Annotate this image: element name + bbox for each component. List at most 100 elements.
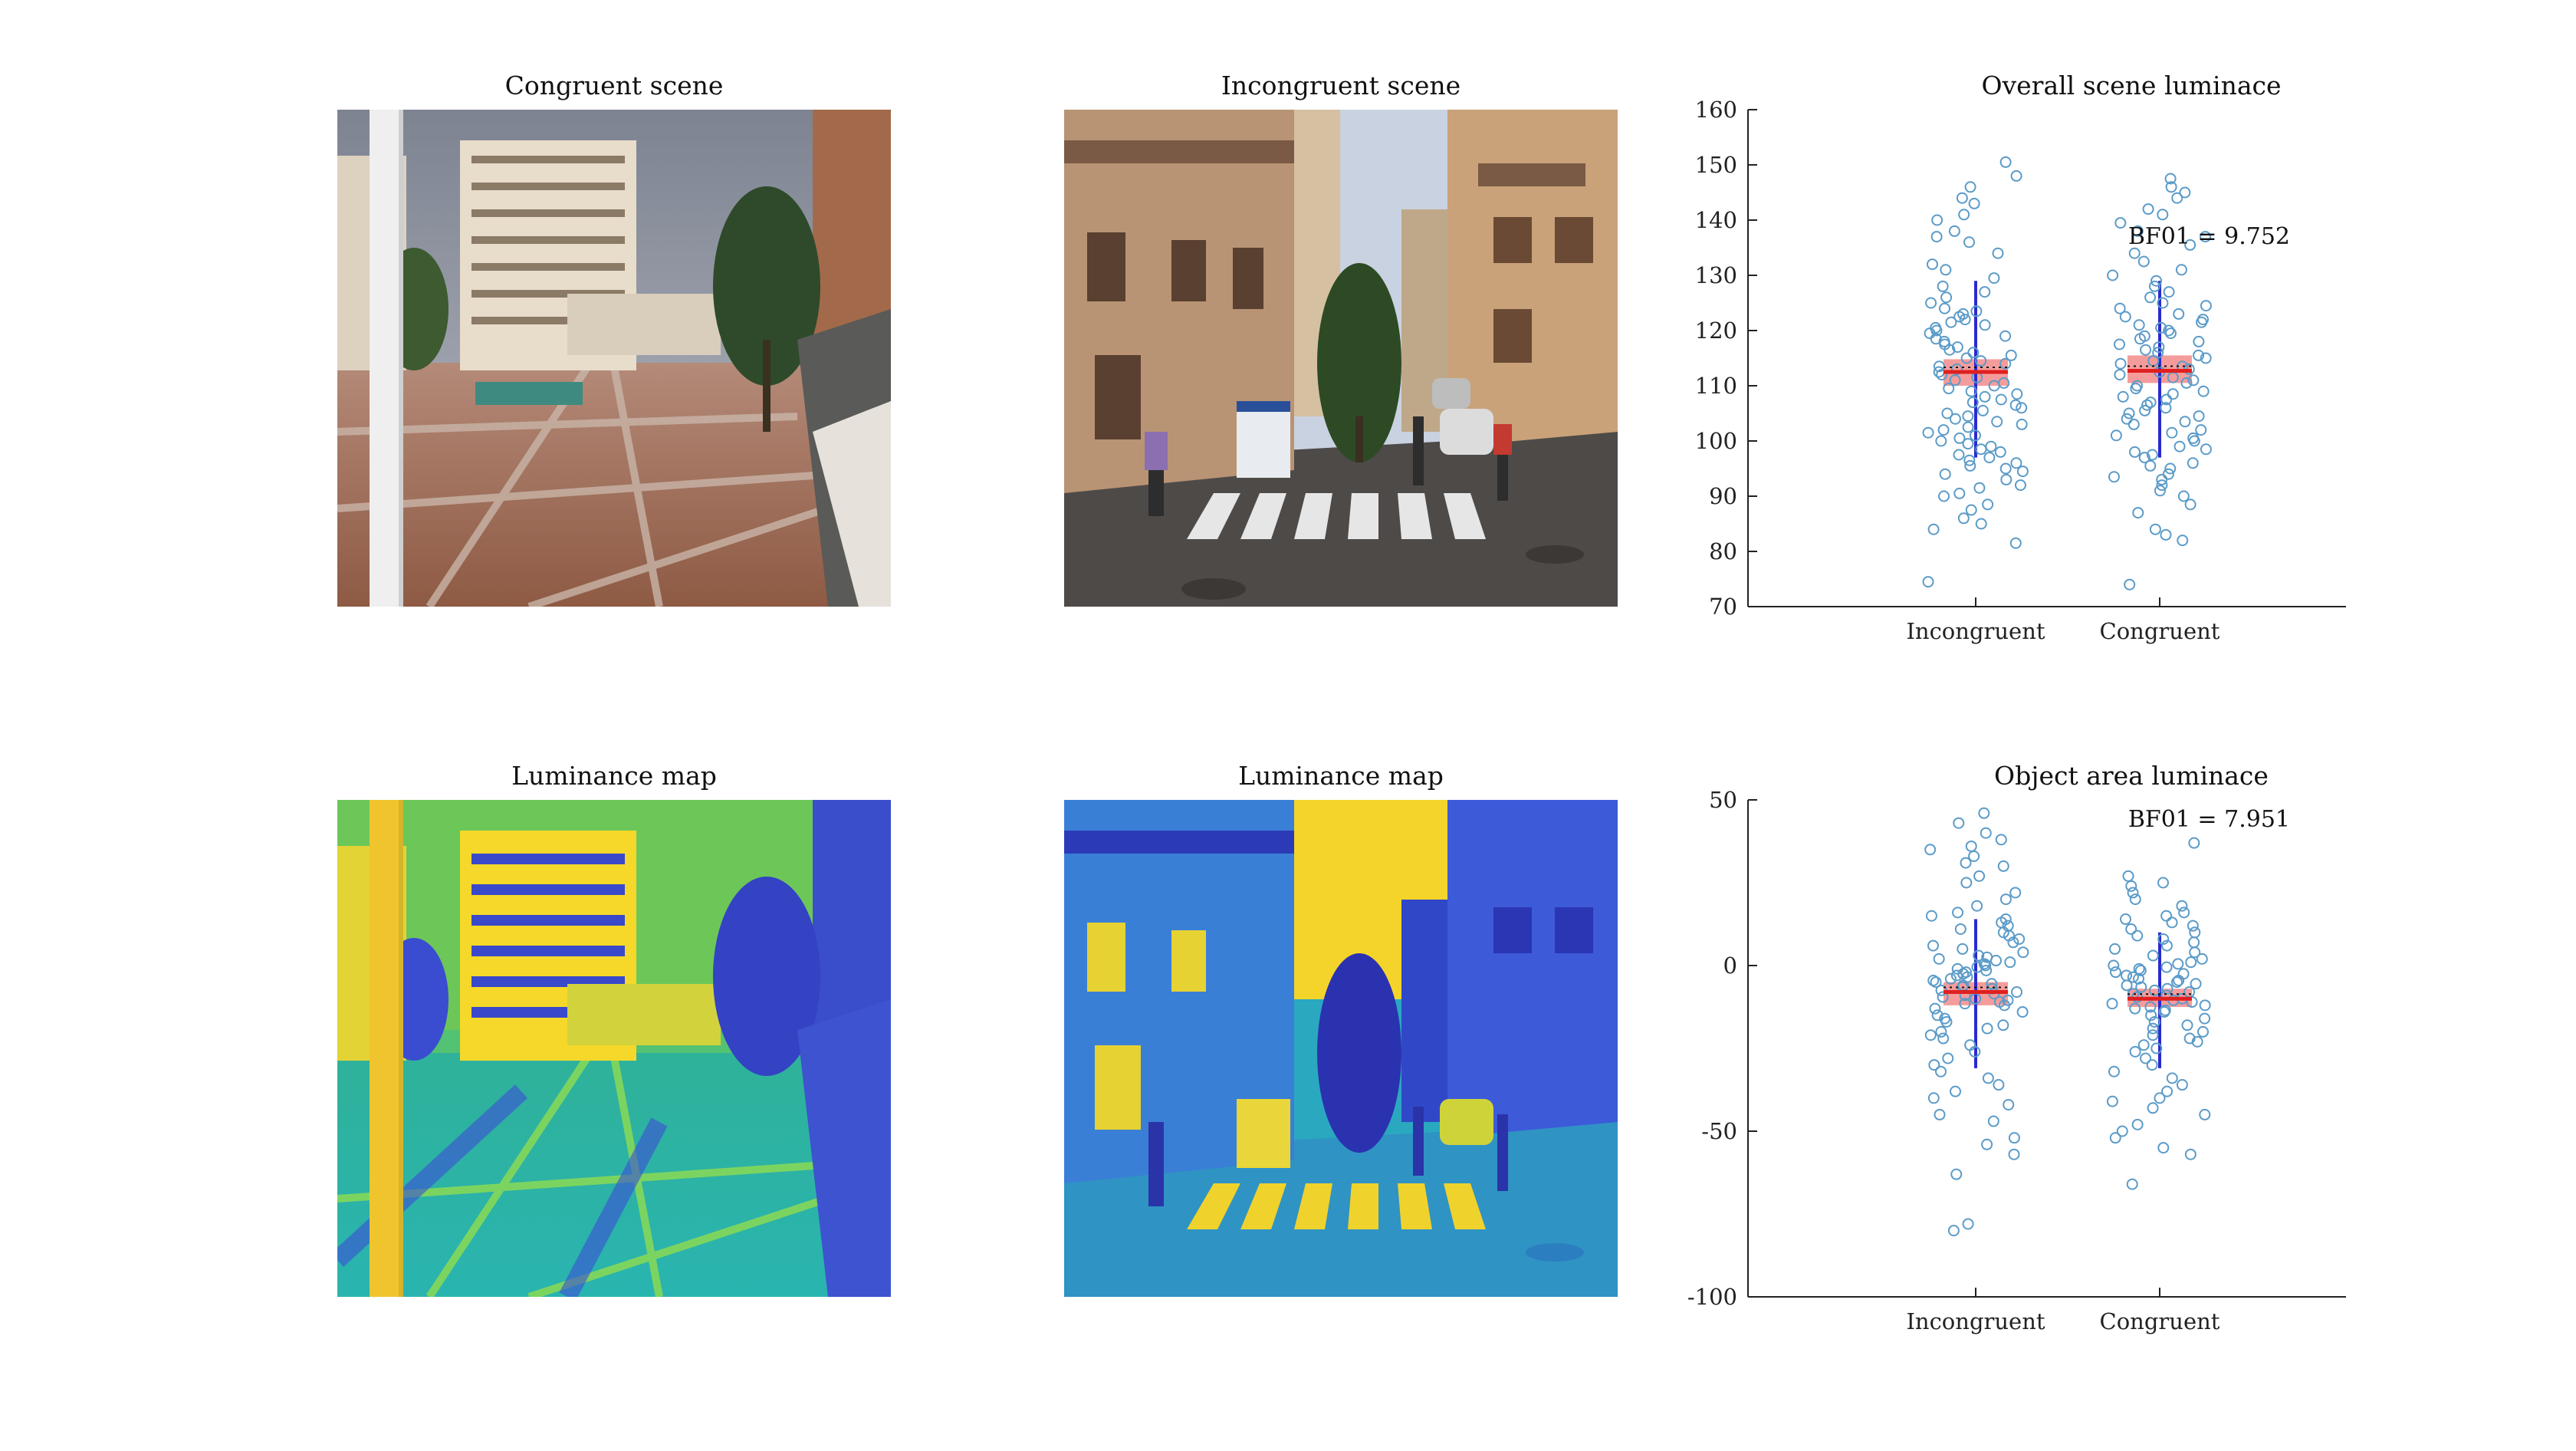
data-point	[1930, 976, 1942, 989]
data-point	[2113, 338, 2125, 350]
data-point	[2009, 537, 2022, 549]
data-point	[2144, 291, 2157, 304]
data-point	[2114, 369, 2126, 381]
data-point	[2160, 939, 2173, 952]
data-point	[1999, 913, 2012, 926]
data-point	[1965, 504, 1977, 516]
data-point	[1962, 410, 1974, 423]
data-point	[2126, 1178, 2138, 1190]
data-point	[1953, 449, 1965, 461]
chart-1: 70 80 90 100 110 120 130 140 150 160 Incongruent Co…	[1695, 97, 2346, 644]
data-point	[2008, 1132, 2020, 1144]
data-point	[1949, 413, 1961, 425]
data-point	[2009, 887, 2022, 899]
data-point	[2166, 426, 2178, 439]
data-point	[1941, 407, 1953, 420]
data-point	[1988, 272, 2000, 285]
data-point	[2193, 349, 2205, 361]
data-point	[1960, 857, 1972, 869]
data-point	[1957, 512, 1970, 525]
data-point	[1939, 1012, 1951, 1025]
data-point	[2122, 870, 2134, 882]
data-point	[1924, 844, 1937, 856]
luminance-map-left-title: Luminance map	[511, 761, 717, 791]
y-tick-label: 120	[1695, 318, 1737, 344]
data-point	[2016, 1005, 2029, 1018]
data-point	[2131, 929, 2144, 942]
data-point	[1963, 454, 1976, 466]
data-point	[2148, 984, 2160, 996]
data-point	[2125, 880, 2137, 892]
data-point	[2156, 473, 2168, 485]
data-point	[2109, 966, 2121, 979]
data-point	[1981, 1022, 1993, 1035]
data-point	[1927, 974, 1940, 986]
data-point	[2159, 1004, 2171, 1016]
data-point	[2199, 999, 2211, 1012]
overall-luminance-title: Overall scene luminace	[1981, 71, 2282, 100]
data-point	[2156, 479, 2168, 492]
data-point	[2146, 1059, 2158, 1071]
data-point	[2108, 1065, 2120, 1078]
data-point	[2131, 225, 2144, 237]
data-point	[1951, 341, 1963, 354]
data-point	[1935, 1025, 1947, 1038]
data-point	[2114, 302, 2126, 314]
data-point	[2174, 440, 2186, 452]
data-point	[2178, 906, 2190, 919]
data-point	[1973, 949, 1985, 962]
data-point	[1937, 991, 1949, 1003]
data-point	[2016, 418, 2028, 430]
data-point	[1929, 1002, 1941, 1015]
luminance-map-congruent-image	[337, 800, 891, 1297]
chart-2: -100 -50 0 50 Incongruent Congruent BF01 = 7.9…	[1687, 787, 2346, 1334]
data-point	[2010, 169, 2022, 182]
series-incongruent	[1922, 156, 2029, 588]
data-point	[2160, 393, 2173, 406]
data-point	[2183, 1032, 2196, 1045]
data-point	[1997, 1019, 2009, 1031]
data-point	[1971, 961, 1983, 973]
data-point	[1992, 247, 2004, 259]
data-point	[1930, 321, 1942, 334]
data-point	[1935, 1065, 1947, 1078]
data-point	[1927, 939, 1939, 952]
data-point	[2119, 311, 2131, 323]
data-point	[1991, 416, 2003, 428]
data-point	[2171, 192, 2183, 204]
data-point	[2010, 457, 2022, 469]
data-point	[2016, 402, 2028, 414]
data-point	[2160, 402, 2172, 414]
data-point	[1953, 487, 1966, 499]
data-point	[2196, 1025, 2209, 1038]
data-point	[1927, 523, 1940, 535]
series-incongruent	[1924, 807, 2029, 1237]
data-point	[2144, 459, 2157, 472]
data-point	[1922, 576, 1934, 588]
data-point	[1982, 1072, 1994, 1084]
data-point	[2110, 429, 2122, 442]
data-point	[1993, 1079, 2005, 1091]
data-point	[2137, 255, 2150, 268]
data-point	[1968, 850, 1980, 862]
data-point	[1926, 258, 1938, 271]
data-point	[2196, 314, 2209, 326]
data-point	[2141, 399, 2154, 411]
data-point	[1956, 192, 1968, 204]
data-point	[1968, 197, 1980, 209]
y-tick-label: -100	[1687, 1284, 1737, 1310]
data-point	[1969, 429, 1981, 442]
data-point	[2014, 479, 2026, 492]
data-point	[2011, 388, 2023, 400]
data-point	[2131, 380, 2144, 392]
data-point	[2148, 1015, 2160, 1028]
data-point	[2140, 344, 2152, 356]
luminance-map-incongruent-image	[1064, 800, 1618, 1297]
data-point	[2125, 923, 2137, 935]
data-point	[1965, 385, 1977, 397]
data-point	[2189, 926, 2201, 939]
data-point	[2181, 1019, 2193, 1031]
data-point	[2193, 335, 2205, 347]
data-point	[2117, 390, 2129, 403]
data-point	[1951, 962, 1963, 975]
